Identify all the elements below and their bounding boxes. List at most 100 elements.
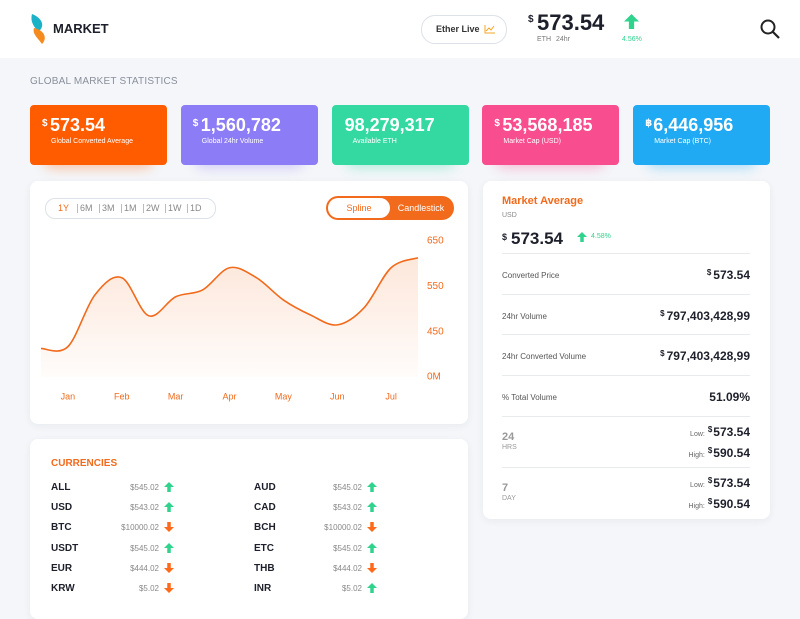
header [0,0,800,58]
row-value: $797,403,428,99 [660,349,750,363]
range-button[interactable]: 1M [124,203,137,213]
currency-price: $10000.02 [324,523,362,533]
currency-code: CAD [254,502,276,514]
row-separator [502,334,750,336]
row-separator [502,467,750,468]
x-tick-label: Jun [330,391,345,401]
x-tick-label: May [275,391,293,401]
currency-code: KRW [51,583,75,594]
line-series [40,257,419,352]
market-value: 573.54 [511,229,563,248]
logo-icon [31,14,45,44]
y-tick-label: 0M [427,372,441,383]
price-period: 24hr [556,36,571,43]
stat-card: 98,279,317 Available ETH [331,105,469,165]
stat-symbol: ฿ [645,118,653,129]
stat-label: Market Cap (USD) [503,138,561,145]
stat-label: Market Cap (BTC) [654,138,711,145]
stat-symbol: $ [192,118,199,129]
price-currency: $ [528,14,534,25]
arrow-shape [164,583,174,593]
currency-code: BTC [51,522,72,534]
row-label: 24hr Converted Volume [502,352,587,362]
stat-card: $53,568,185 Market Cap (USD) [482,105,620,165]
chart-icon-line [484,25,495,34]
market-currency: USD [502,212,517,219]
area-fill [41,257,418,377]
arrow-shape [367,562,377,573]
period-high: High:$590.54 [689,446,751,460]
row-label: % Total Volume [502,393,557,403]
row-separator [502,293,750,295]
mode-button[interactable]: Spline [328,198,390,218]
period-number: 7 [502,482,509,494]
row-label: Converted Price [502,271,560,280]
stat-value: 6,446,956 [653,115,734,135]
range-divider [165,204,166,213]
arrow-shape [164,542,174,553]
x-tick-label: Mar [168,391,184,401]
period-unit: DAY [502,495,516,502]
stat-symbol: $ [42,118,48,129]
currency-price: $5.02 [341,584,362,593]
stat-label: Global 24hr Volume [201,138,264,145]
arrow-shape [577,232,587,242]
range-divider [121,204,122,213]
currency-price: $444.02 [130,563,159,573]
row-value: $797,403,428,99 [660,309,750,323]
currency-code: EUR [51,562,73,574]
range-button[interactable]: 1D [190,203,202,213]
period-low: Low:$573.54 [690,425,750,439]
arrow-shape [367,522,377,533]
trend-arrow [367,482,377,492]
currency-code: USD [51,502,73,514]
price-change: 4.56% [622,36,642,43]
range-button[interactable]: 1W [168,203,182,213]
trend-arrow [367,502,377,513]
currency-price: $444.02 [333,563,362,573]
logo-text: MARKET [53,21,109,36]
currency-price: $543.02 [333,503,362,513]
stat-value: 1,560,782 [200,115,281,135]
range-divider [99,204,100,213]
range-button[interactable]: 6M [80,203,93,213]
period-high: High:$590.54 [689,497,751,511]
search-icon[interactable] [760,19,780,44]
mode-label: Candlestick [397,203,445,213]
low-label: Low: [690,431,705,438]
stat-symbol: $ [494,118,500,129]
range-button[interactable]: 1Y [58,203,70,213]
mode-label: Spline [346,203,372,213]
stat-card: $1,560,782 Global 24hr Volume [180,105,318,165]
high-value: 590.54 [713,497,750,511]
row-symbol: $ [660,349,665,359]
range-selector: 1Y 6M 3M 1M 2W 1W 1D [45,198,216,219]
section-title: GLOBAL MARKET STATISTICS [30,76,178,87]
trend-arrow [367,562,377,573]
row-separator [502,416,750,417]
mode-button[interactable]: Candlestick [390,198,452,218]
high-value: 590.54 [713,446,750,460]
y-tick-label: 450 [427,326,444,337]
row-symbol: $ [660,308,665,318]
row-number: 797,403,428,99 [666,349,750,364]
low-value: 573.54 [713,425,750,439]
stat-value: 98,279,317 [344,115,435,135]
x-tick-label: Feb [114,391,130,401]
range-button[interactable]: 3M [102,203,115,213]
market-symbol: $ [502,232,508,242]
currency-price: $10000.02 [121,523,159,533]
market-arrow [577,232,587,242]
row-label: 24hr Volume [502,311,547,321]
range-button[interactable]: 2W [146,203,160,213]
live-toggle[interactable]: Ether Live [421,15,507,44]
trend-arrow [164,562,174,573]
currency-price: $5.02 [138,584,159,593]
currencies-title: CURRENCIES [51,458,118,469]
trend-arrow [367,542,377,553]
price-value: 573.54 [537,10,605,35]
range-divider [143,204,144,213]
arrow-shape [367,502,377,513]
trend-arrow [164,482,174,492]
